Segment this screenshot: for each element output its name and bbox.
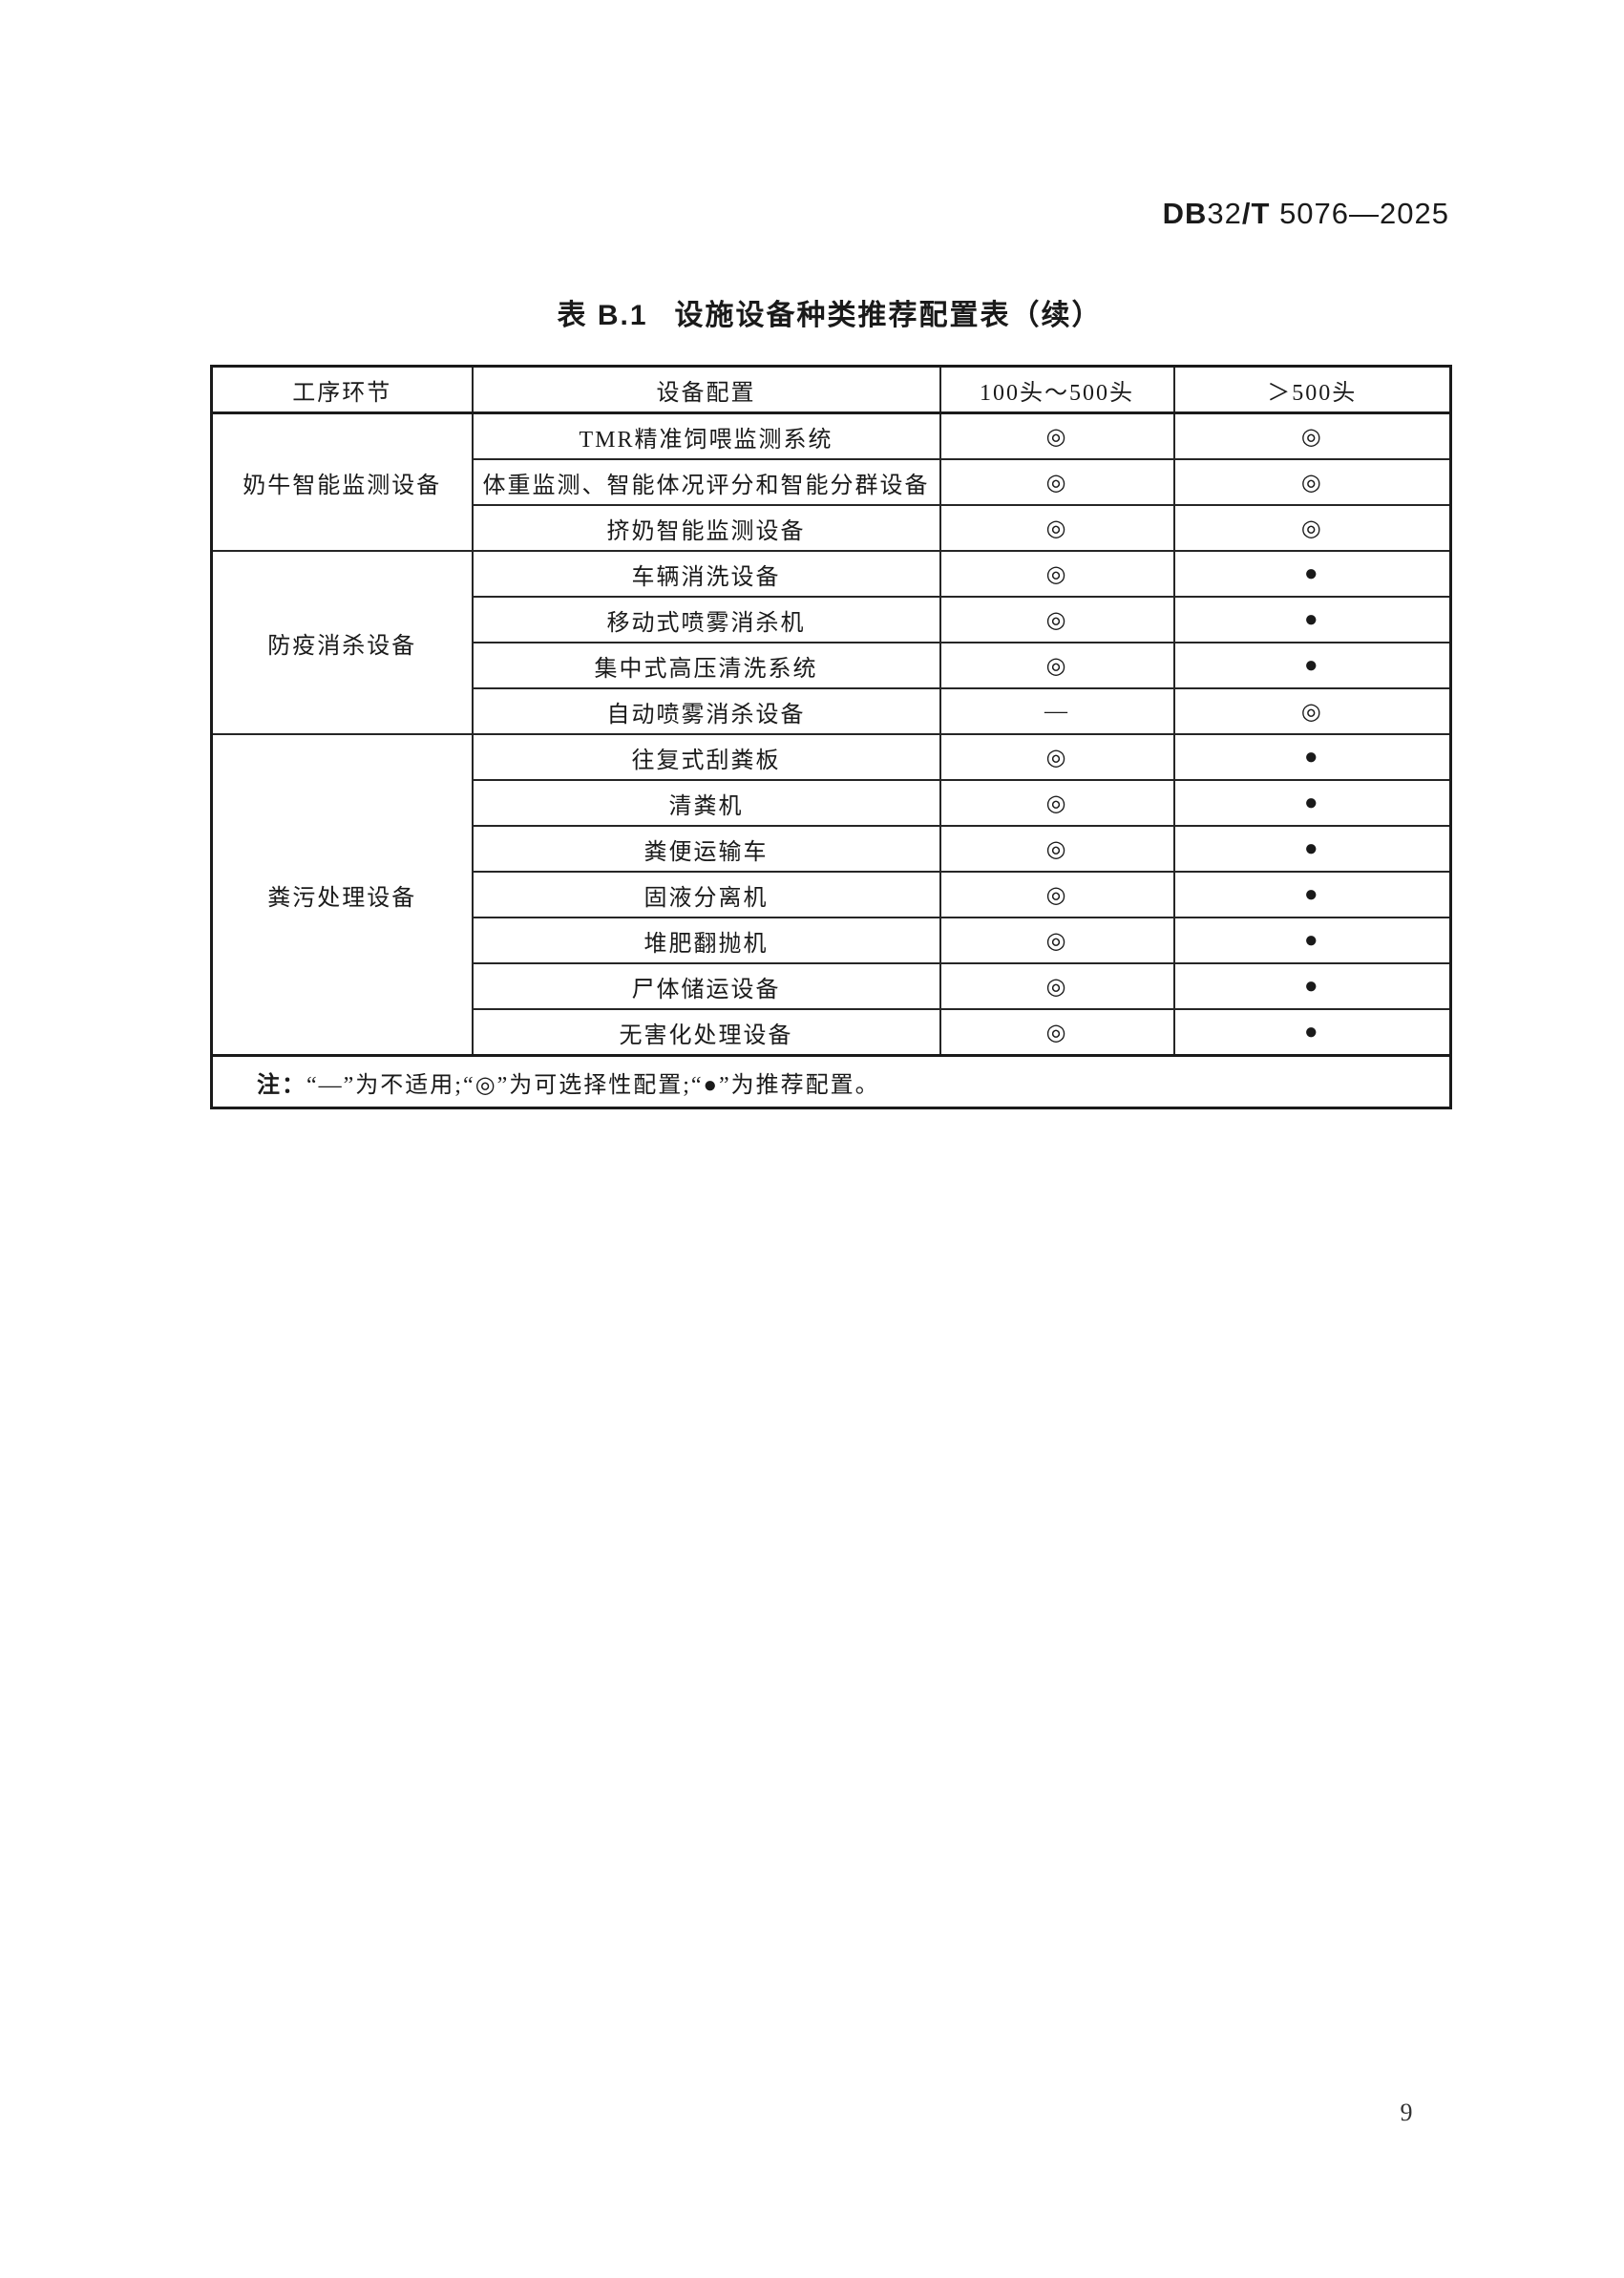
config-mark-100-500: ◎ [939,550,1175,598]
config-mark-100-500: ◎ [939,733,1175,781]
table-header: 工序环节 设备配置 100头～500头 ＞500头 [210,365,1452,414]
device-name-cell: 自动喷雾消杀设备 [471,687,941,735]
config-mark-over-500: ◎ [1172,504,1452,552]
table-row: 移动式喷雾消杀机 ◎ ● [212,596,1452,643]
stage-cell: 粪污处理设备 [210,733,474,1057]
table-row: 防疫消杀设备 车辆消洗设备 ◎ ● [210,550,1452,735]
config-mark-over-500: ● [1172,871,1452,918]
config-mark-100-500: ◎ [939,1008,1175,1057]
device-name-cell: 固液分离机 [471,871,941,918]
table-row: 奶牛智能监测设备 TMR精准饲喂监测系统 ◎ ◎ [210,411,1452,552]
device-name-cell: 集中式高压清洗系统 [471,642,941,689]
config-mark-over-500: ● [1172,779,1452,827]
device-name-cell: 挤奶智能监测设备 [471,504,941,552]
stage-cell: 奶牛智能监测设备 [210,411,474,552]
device-name-cell: 清粪机 [471,779,941,827]
doc-number: DB32/T 5076—2025 [1163,195,1449,233]
table-row: 堆肥翻抛机 ◎ ● [212,917,1452,964]
config-mark-over-500: ● [1172,733,1452,781]
table-row: 挤奶智能监测设备 ◎ ◎ [212,504,1452,552]
device-name-cell: 尸体储运设备 [471,962,941,1010]
config-mark-over-500: ◎ [1172,687,1452,735]
device-name-cell: 往复式刮粪板 [471,733,941,781]
col-header-100-500: 100头～500头 [939,365,1175,414]
table-row: 固液分离机 ◎ ● [212,871,1452,918]
device-name-cell: TMR精准饲喂监测系统 [471,411,941,460]
config-mark-over-500: ● [1172,825,1452,873]
table-title-label: 表 B.1 [557,300,648,331]
device-name-cell: 无害化处理设备 [471,1008,941,1057]
table-row: 集中式高压清洗系统 ◎ ● [212,642,1452,689]
device-name-cell: 车辆消洗设备 [471,550,941,598]
equipment-config-table: 工序环节 设备配置 100头～500头 ＞500头 奶牛智能监测设备 TMR精准饲… [210,365,1452,1109]
config-mark-100-500: ◎ [939,825,1175,873]
table-row: 尸体储运设备 ◎ ● [212,962,1452,1010]
doc-number-year: 5076—2025 [1270,197,1449,230]
config-mark-over-500: ● [1172,550,1452,598]
config-mark-100-500: ◎ [939,458,1175,506]
config-mark-100-500: ◎ [939,504,1175,552]
config-mark-100-500: ◎ [939,962,1175,1010]
config-mark-100-500: ◎ [939,411,1175,460]
config-mark-over-500: ◎ [1172,458,1452,506]
config-mark-100-500: ◎ [939,596,1175,643]
doc-number-region: 32 [1207,197,1242,230]
config-mark-over-500: ● [1172,1008,1452,1057]
config-mark-100-500: — [939,687,1175,735]
table-row: 粪污处理设备 往复式刮粪板 ◎ ● [210,733,1452,1057]
config-mark-over-500: ◎ [1172,411,1452,460]
config-mark-100-500: ◎ [939,871,1175,918]
col-header-over-500: ＞500头 [1172,365,1452,414]
table-title-text: 设施设备种类推荐配置表（续） [674,300,1103,331]
table-body: 奶牛智能监测设备 TMR精准饲喂监测系统 ◎ ◎ 体重监测、智能体况评分和智能分群设备 ◎… [210,411,1452,1057]
col-header-device: 设备配置 [471,365,941,414]
config-mark-100-500: ◎ [939,642,1175,689]
device-name-cell: 移动式喷雾消杀机 [471,596,941,643]
table-row: 清粪机 ◎ ● [212,779,1452,827]
note-row: 注：“—”为不适用;“◎”为可选择性配置;“●”为推荐配置。 [210,1054,1452,1109]
table-row: 无害化处理设备 ◎ ● [212,1008,1452,1057]
table-row: 自动喷雾消杀设备 — ◎ [212,687,1452,735]
note-label: 注： [257,1072,306,1098]
config-mark-over-500: ● [1172,596,1452,643]
note-cell: 注：“—”为不适用;“◎”为可选择性配置;“●”为推荐配置。 [210,1054,1452,1109]
table-footer: 注：“—”为不适用;“◎”为可选择性配置;“●”为推荐配置。 [210,1054,1452,1109]
config-mark-100-500: ◎ [939,917,1175,964]
config-mark-over-500: ● [1172,642,1452,689]
config-mark-over-500: ● [1172,962,1452,1010]
table-header-row: 工序环节 设备配置 100头～500头 ＞500头 [210,365,1452,414]
device-name-cell: 粪便运输车 [471,825,941,873]
config-mark-over-500: ● [1172,917,1452,964]
note-text: “—”为不适用;“◎”为可选择性配置;“●”为推荐配置。 [306,1072,880,1098]
device-name-cell: 堆肥翻抛机 [471,917,941,964]
doc-number-prefix: DB [1162,197,1208,230]
table-title: 表 B.1 设施设备种类推荐配置表（续） [210,296,1449,336]
doc-number-type: /T [1241,197,1271,230]
table-row: 粪便运输车 ◎ ● [212,825,1452,873]
stage-cell: 防疫消杀设备 [210,550,474,735]
table-row: 体重监测、智能体况评分和智能分群设备 ◎ ◎ [212,458,1452,506]
page-number: 9 [1400,2099,1413,2126]
config-mark-100-500: ◎ [939,779,1175,827]
device-name-cell: 体重监测、智能体况评分和智能分群设备 [471,458,941,506]
col-header-stage: 工序环节 [210,365,474,414]
